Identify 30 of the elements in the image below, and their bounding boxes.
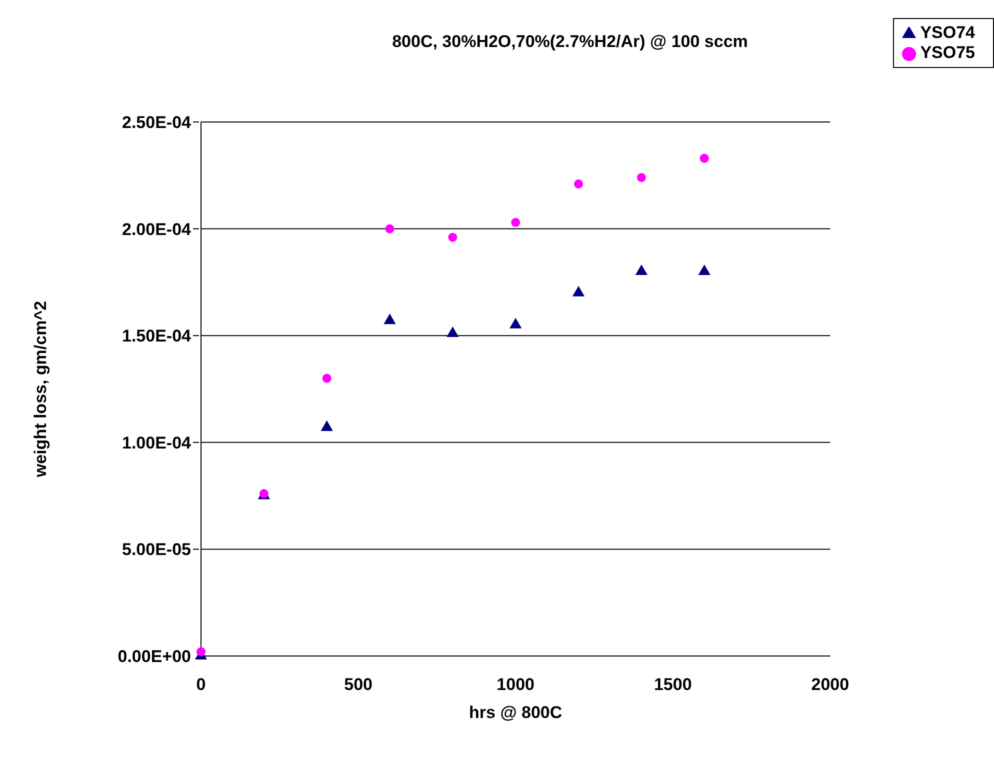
x-tick-label: 1000	[496, 675, 535, 694]
x-axis-title: hrs @ 800C	[469, 703, 562, 722]
x-tick-label: 2000	[811, 675, 850, 694]
x-tick-label: 1500	[654, 675, 692, 694]
point	[320, 420, 333, 431]
x-tick-label: 500	[344, 675, 372, 694]
point	[385, 224, 394, 234]
y-tick-label: 1.00E-04	[122, 433, 192, 452]
y-tick-label: 5.00E-05	[122, 540, 191, 560]
point	[635, 264, 648, 276]
x-tick-label: 0	[196, 675, 206, 694]
point	[574, 179, 584, 188]
y-tick-label: 0.00E+00	[118, 647, 191, 666]
point	[448, 232, 458, 242]
y-tick-label: 1.50E-04	[122, 326, 192, 346]
legend-label: YSO74	[920, 23, 975, 42]
point	[698, 264, 710, 276]
point	[511, 218, 520, 227]
point	[572, 286, 585, 296]
chart-title: 800C, 30%H2O,70%(2.7%H2/Ar) @ 100 sccm	[392, 32, 748, 51]
point	[384, 314, 396, 324]
y-tick-label: 2.00E-04	[122, 220, 192, 239]
point	[322, 374, 332, 383]
y-tick-label: 2.50E-04	[122, 113, 192, 132]
legend-label: YSO75	[920, 43, 975, 62]
y-axis-title: weight loss, gm/cm^2	[31, 300, 50, 478]
point	[510, 318, 522, 328]
point	[636, 173, 646, 182]
point	[700, 154, 709, 163]
point	[446, 326, 459, 337]
